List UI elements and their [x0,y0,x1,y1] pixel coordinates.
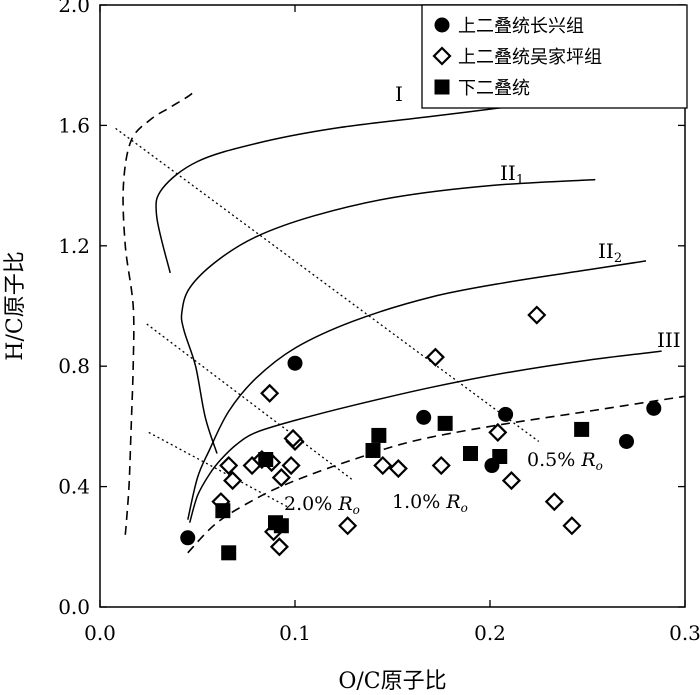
iso-reflectance-line [115,127,540,442]
evolution-trend-dashed-curve [187,395,686,554]
legend-entry-label: 下二叠统 [458,78,530,99]
data-point-series-3 [221,545,237,561]
kerogen-type-curve [180,178,596,454]
data-point-series-1 [646,400,662,416]
kerogen-type-label: III [657,328,681,352]
data-point-series-2 [562,516,582,536]
data-point-series-1 [498,406,514,422]
boundary-dashed-curve [122,88,197,535]
data-point-series-2 [388,458,408,479]
x-tick-label: 0.3 [669,621,700,645]
y-tick-label: 1.2 [58,234,90,258]
data-point-series-2 [544,492,564,512]
data-point-series-3 [273,518,289,534]
data-point-series-3 [574,421,590,437]
data-point-series-2 [260,383,280,403]
data-point-series-2 [283,428,303,448]
legend-marker [434,17,450,33]
data-point-series-2 [219,455,239,476]
iso-reflectance-label: 0.5% Ro [527,449,603,473]
kerogen-type-label: II1 [500,161,524,188]
legend-entry-label: 上二叠统吴家坪组 [458,47,602,68]
iso-reflectance-line [146,323,354,482]
data-point-series-1 [619,433,634,449]
kerogen-type-label: I [395,82,403,106]
y-tick-label: 0.4 [58,475,90,499]
iso-reflectance-label: 1.0% Ro [392,491,468,515]
legend-entry-label: 上二叠统长兴组 [458,16,584,37]
y-axis-title: H/C原子比 [3,251,28,360]
data-point-series-3 [437,415,453,431]
y-tick-label: 2.0 [58,0,90,17]
x-tick-label: 0.1 [279,621,311,645]
legend-marker [434,79,450,95]
data-point-series-2 [223,471,243,491]
data-point-series-2 [431,455,451,476]
data-point-series-2 [338,516,358,536]
data-points-group [180,305,662,561]
iso-line-group: 0.5% Ro 1.0% Ro 2.0% Ro [115,127,603,517]
kerogen-curve-group: I II1 II2 III [155,82,681,523]
y-tick-label: 0.0 [58,595,90,619]
data-point-series-2 [281,455,301,476]
iso-reflectance-line [148,431,290,509]
data-point-series-2 [373,455,393,476]
legend-box [421,4,688,109]
data-point-series-2 [527,305,547,325]
data-point-series-3 [258,452,274,468]
kerogen-type-curve [187,260,647,520]
data-point-series-3 [463,445,478,461]
plot-frame [99,4,686,608]
data-point-series-1 [287,355,303,371]
data-point-series-3 [215,503,231,519]
data-point-series-1 [180,530,196,546]
data-point-series-3 [365,442,381,458]
data-point-series-1 [416,409,432,425]
data-point-series-3 [371,427,387,443]
data-point-series-2 [269,537,289,557]
data-point-series-3 [492,449,508,464]
kerogen-type-curve [188,350,662,523]
x-tick-label: 0.2 [474,621,506,645]
data-point-series-2 [488,422,508,442]
kerogen-type-label: II2 [598,239,622,266]
x-tick-label: 0.0 [84,621,116,645]
boundary-curve-group [122,88,686,554]
y-tick-label: 1.6 [58,113,90,137]
legend-marker [432,46,452,66]
iso-reflectance-label: 2.0% Ro [284,493,360,517]
y-tick-label: 0.8 [58,354,90,378]
data-point-series-2 [501,471,522,491]
axes-group: 0.0 0.1 0.2 0.3 0.0 0.4 0.8 1.2 1.6 2.0 O/C原子比 H/C原… [3,0,700,694]
x-axis-title: O/C原子比 [338,669,446,694]
data-point-series-2 [425,347,445,367]
data-point-series-2 [271,468,291,488]
